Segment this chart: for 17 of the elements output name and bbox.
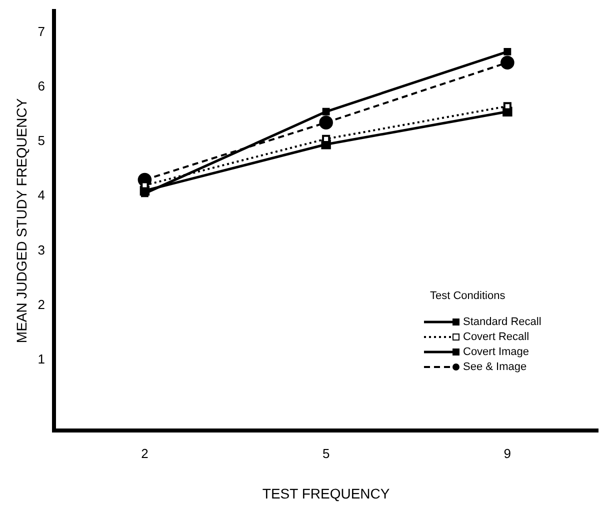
legend-label: See & Image [463, 360, 527, 372]
y-tick-label: 4 [38, 188, 46, 203]
y-tick-label: 5 [38, 133, 46, 148]
x-axis-title: TEST FREQUENCY [262, 485, 390, 502]
legend-label: Covert Image [463, 346, 530, 358]
legend-label: Covert Recall [463, 330, 530, 342]
y-tick-label: 2 [38, 296, 46, 312]
y-tick-label: 3 [38, 242, 46, 258]
x-tick-label: 2 [141, 446, 148, 461]
x-tick-label: 5 [322, 446, 330, 461]
y-axis-title: MEAN JUDGED STUDY FREQUENCY [13, 98, 30, 344]
legend-label: Standard Recall [463, 316, 542, 328]
y-tick-label: 1 [38, 351, 46, 366]
legend-title: Test Conditions [430, 290, 506, 302]
x-tick-label: 9 [504, 446, 512, 461]
y-tick-label: 7 [38, 24, 46, 40]
y-tick-label: 6 [38, 78, 46, 94]
